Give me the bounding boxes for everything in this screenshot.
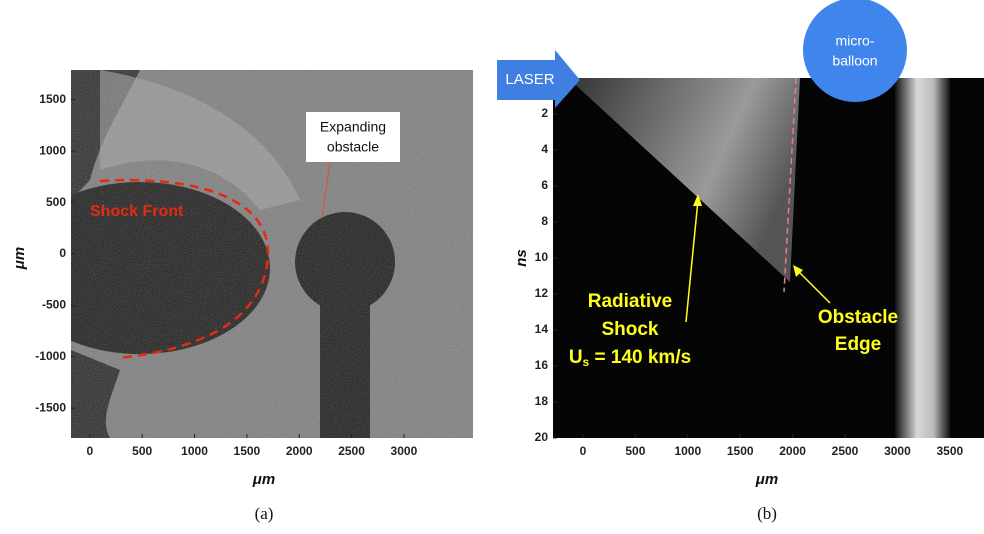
x-axis-label: μm (252, 471, 275, 488)
x-tick-label: 2000 (286, 444, 313, 458)
caption: (a) (255, 504, 274, 523)
edge-label: Obstacle (818, 307, 898, 328)
x-tick-label: 1000 (181, 444, 208, 458)
x-tick-label: 2000 (779, 444, 806, 458)
edge-label: Edge (835, 334, 881, 355)
y-axis-label: μm (11, 247, 28, 270)
x-tick-label: 0 (87, 444, 94, 458)
y-axis-label: ns (513, 249, 530, 267)
x-tick-label: 500 (625, 444, 645, 458)
x-axis-label: μm (755, 471, 778, 488)
y-tick-label: -1500 (35, 400, 66, 414)
x-tick-label: 2500 (338, 444, 365, 458)
radiograph-image (10, 70, 473, 438)
y-tick-label: 14 (535, 322, 549, 336)
x-tick-label: 3500 (936, 444, 963, 458)
y-tick-label: 8 (541, 214, 548, 228)
balloon-label: micro- (836, 33, 875, 49)
streak-image (553, 78, 984, 438)
y-tick-label: 16 (535, 358, 549, 372)
y-tick-label: -1000 (35, 349, 66, 363)
x-tick-label: 1000 (674, 444, 701, 458)
velocity-symbol: U (569, 347, 583, 368)
y-tick-label: 12 (535, 286, 549, 300)
caption: (b) (757, 504, 777, 523)
shock-label: Radiative (588, 291, 672, 312)
x-tick-label: 3000 (391, 444, 418, 458)
y-tick-label: 1500 (39, 92, 66, 106)
obstacle-label: Expanding (320, 119, 386, 135)
balloon-label: balloon (832, 53, 877, 69)
y-tick-label: 2 (541, 106, 548, 120)
y-tick-label: 0 (59, 246, 66, 260)
x-tick-label: 2500 (832, 444, 859, 458)
x-tick-label: 1500 (727, 444, 754, 458)
y-tick-label: -500 (42, 298, 66, 312)
figure: 050010001500200025003000-1500-1000-50005… (0, 0, 984, 529)
y-tick-label: 4 (541, 142, 548, 156)
x-tick-label: 500 (132, 444, 152, 458)
x-tick-label: 0 (580, 444, 587, 458)
laser-label: LASER (505, 71, 554, 88)
obstacle-label: obstacle (327, 139, 379, 155)
x-tick-label: 1500 (234, 444, 261, 458)
y-tick-label: 1000 (39, 143, 66, 157)
shock-label: Shock (601, 319, 658, 340)
y-tick-label: 10 (535, 250, 549, 264)
micro-balloon (803, 0, 907, 102)
y-tick-label: 6 (541, 178, 548, 192)
y-tick-label: 20 (535, 430, 549, 444)
shock-front-label: Shock Front (90, 203, 184, 220)
velocity-value: = 140 km/s (589, 347, 691, 368)
y-tick-label: 500 (46, 195, 66, 209)
y-tick-label: 18 (535, 394, 549, 408)
x-tick-label: 3000 (884, 444, 911, 458)
